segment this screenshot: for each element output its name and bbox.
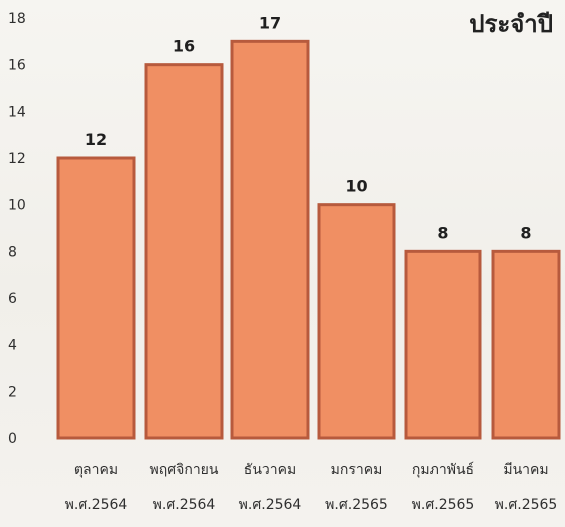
x-tick-label: พ.ศ.2564 <box>239 497 302 513</box>
data-label: 12 <box>85 130 107 149</box>
y-tick-label: 6 <box>8 291 17 307</box>
bar <box>491 249 561 440</box>
x-tick-label: ตุลาคม <box>74 462 118 478</box>
bar <box>230 39 310 440</box>
data-label: 16 <box>173 37 195 56</box>
x-tick-label: พ.ศ.2565 <box>325 497 388 513</box>
x-tick-label: มีนาคม <box>503 462 548 478</box>
y-tick-label: 4 <box>8 338 17 354</box>
bar <box>56 156 136 440</box>
x-tick-label: พ.ศ.2565 <box>495 497 558 513</box>
data-label: 8 <box>437 223 448 242</box>
x-tick-label: กุมภาพันธ์ <box>412 461 474 478</box>
x-tick-label: พ.ศ.2565 <box>412 497 475 513</box>
y-tick-label: 16 <box>8 58 26 74</box>
y-tick-label: 0 <box>8 431 17 447</box>
bar <box>404 249 482 440</box>
y-tick-label: 8 <box>8 244 17 260</box>
x-tick-label: ธันวาคม <box>244 462 296 478</box>
x-tick-label: มกราคม <box>331 462 383 478</box>
data-labels: 12 16 17 10 8 8 <box>85 13 532 242</box>
x-tick-label: พ.ศ.2564 <box>65 497 128 513</box>
y-tick-label: 18 <box>8 11 26 27</box>
y-axis-ticks: 0 2 4 6 8 10 12 14 16 18 <box>8 11 26 447</box>
bar <box>317 203 396 440</box>
bar-series <box>56 39 561 440</box>
data-label: 8 <box>520 223 531 242</box>
x-tick-label: พ.ศ.2564 <box>153 497 216 513</box>
data-label: 17 <box>259 13 281 32</box>
chart-title: ประจำปี <box>469 10 553 38</box>
bar <box>144 63 224 440</box>
y-tick-label: 14 <box>8 104 26 120</box>
y-tick-label: 2 <box>8 384 17 400</box>
y-tick-label: 12 <box>8 151 26 167</box>
x-tick-label: พฤศจิกายน <box>150 462 219 478</box>
y-tick-label: 10 <box>8 198 26 214</box>
data-label: 10 <box>345 177 367 196</box>
